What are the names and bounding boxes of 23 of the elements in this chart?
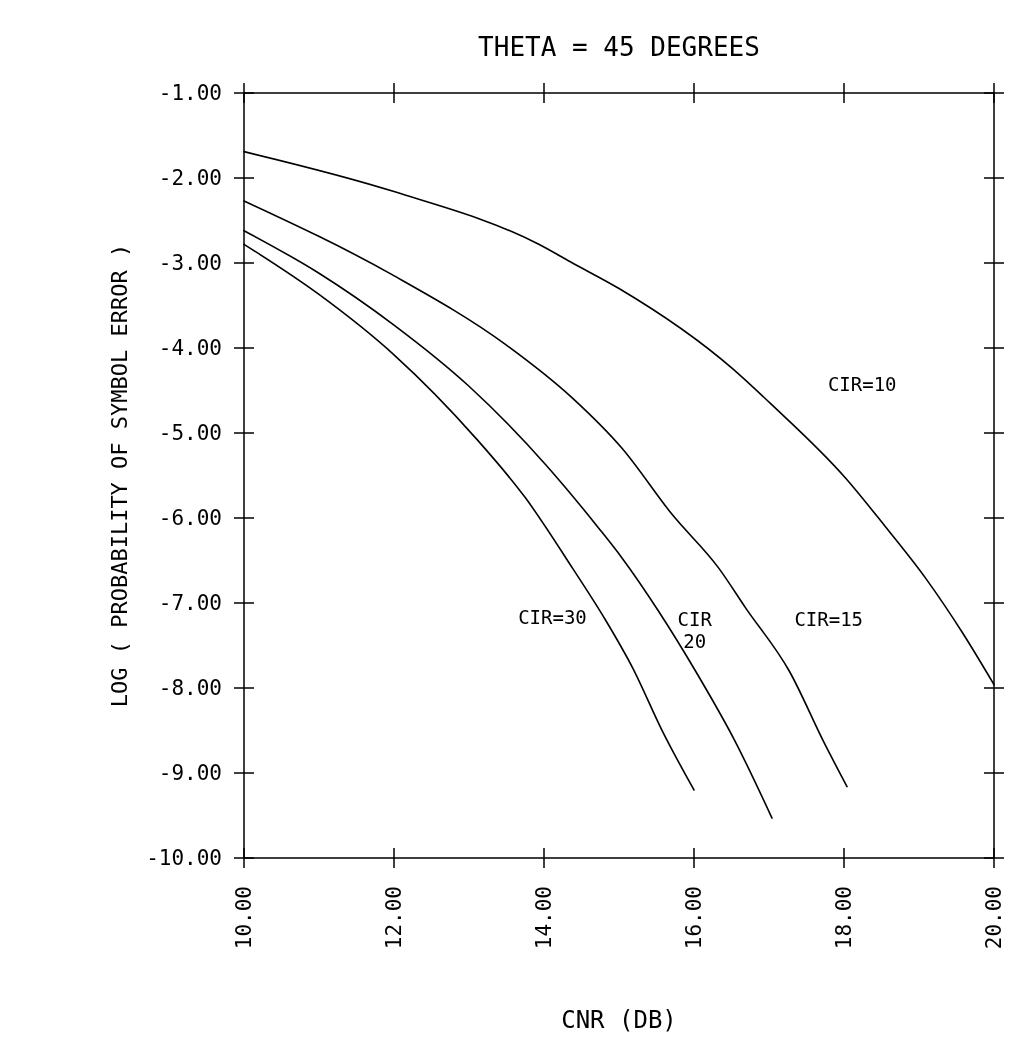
y-tick-label: -8.00 <box>158 676 222 701</box>
y-tick-label: -10.00 <box>146 846 222 871</box>
y-tick-label: -5.00 <box>158 421 222 446</box>
series-label: CIR=30 <box>518 606 587 628</box>
x-tick-label: 10.00 <box>232 886 257 950</box>
y-tick-label: -4.00 <box>158 336 222 361</box>
chart-title: THETA = 45 DEGREES <box>478 32 760 62</box>
y-tick-label: -3.00 <box>158 251 222 276</box>
y-tick-label: -6.00 <box>158 506 222 531</box>
text: CIR=10 <box>827 373 897 396</box>
x-tick-label: 14.00 <box>532 886 557 950</box>
x-tick-label: 18.00 <box>832 886 857 950</box>
y-tick-label: -1.00 <box>158 81 222 106</box>
y-axis-title: LOG ( PROBABILITY OF SYMBOL ERROR ) <box>106 243 132 708</box>
x-tick-label: 16.00 <box>682 886 707 950</box>
y-tick-label: -7.00 <box>158 591 222 616</box>
y-tick-label: -2.00 <box>158 166 222 191</box>
y-tick-label: -9.00 <box>158 761 222 786</box>
x-tick-label: 12.00 <box>382 886 407 950</box>
series-label: CIR=15 <box>794 608 864 631</box>
x-axis-title: CNR (DB) <box>561 1006 677 1034</box>
x-tick-label: 20.00 <box>982 886 1007 950</box>
series-label: CIR 20 <box>677 607 713 652</box>
